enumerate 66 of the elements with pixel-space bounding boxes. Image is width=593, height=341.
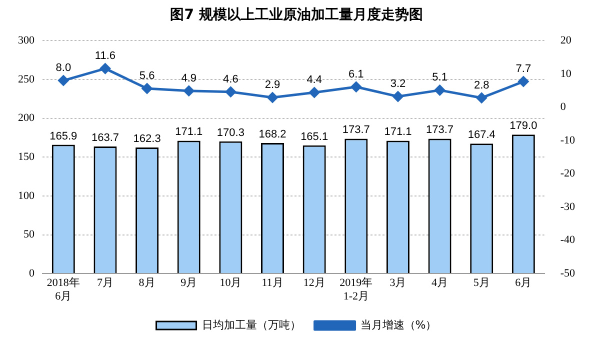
data-label: 170.3 [216,126,244,139]
y2-tick-label: -30 [560,200,576,213]
x-tick-label: 12月 [303,277,326,290]
y2-tick-label: -10 [560,134,576,146]
point [309,87,320,98]
data-label: 171.1 [384,126,412,138]
legend-label: 日均加工量（万吨） [202,318,301,332]
data-label: 4.6 [223,73,238,86]
data-label: 173.7 [426,124,454,136]
x-tick-label: 5月 [473,277,490,290]
data-label: 6.1 [348,68,364,80]
point [476,92,487,104]
point [58,75,69,86]
data-label: 165.1 [300,130,328,143]
y2-tick-label: -40 [560,234,576,246]
data-label: 168.2 [258,128,286,140]
data-label: 162.3 [133,133,161,146]
data-label: 179.0 [510,120,538,132]
x-tick-label: 6月 [515,277,532,290]
data-label: 11.6 [94,50,116,62]
data-label: 7.7 [516,63,532,76]
x-tick-label: 4月 [432,277,448,290]
point [267,92,278,103]
y2-tick-label: -20 [560,168,576,180]
y-tick-label: 150 [18,150,35,163]
point [392,91,404,102]
data-label: 5.1 [432,72,448,84]
point [100,63,110,74]
data-label: 4.4 [306,74,322,86]
x-tick-label: 9月 [180,277,198,290]
data-label: 165.9 [50,130,78,142]
chart-title: 图7 规模以上工业原油加工量月度走势图 [169,6,424,24]
legend-label: 当月增速（%） [360,318,437,332]
data-label: 171.1 [175,126,203,138]
y-tick-label: 300 [18,34,35,46]
point [184,86,194,96]
x-tick-label: 7月 [96,277,114,290]
data-label: 8.0 [56,62,72,74]
x-tick-label: 2019年 1-2月 [340,277,373,302]
data-label: 2.8 [474,79,490,92]
y2-tick-label: 10 [560,68,572,80]
data-label: 5.6 [139,70,155,82]
y-tick-label: 50 [24,228,35,241]
point [142,83,152,94]
data-label: 4.9 [181,72,197,84]
y2-tick-label: -50 [560,267,576,280]
point [225,86,236,98]
data-label: 167.4 [468,129,496,142]
data-label: 3.2 [390,78,406,90]
data-label: 173.7 [342,124,370,136]
data-label: 2.9 [264,79,280,92]
point [434,84,446,96]
x-tick-label: 10月 [220,277,242,290]
point [350,82,362,92]
x-tick-label: 8月 [138,277,156,290]
y2-tick-label: 20 [560,34,572,46]
y-tick-label: 200 [18,112,35,124]
data-label: 163.7 [91,132,119,144]
point [518,76,529,87]
y-tick-label: 100 [18,190,35,202]
y-tick-label: 250 [18,73,35,86]
x-tick-label: 11月 [262,277,284,290]
y2-tick-label: 0 [560,101,566,114]
x-tick-label: 3月 [390,277,406,290]
y-tick-label: 0 [29,267,35,280]
x-tick-label: 2018年 6月 [46,277,80,302]
